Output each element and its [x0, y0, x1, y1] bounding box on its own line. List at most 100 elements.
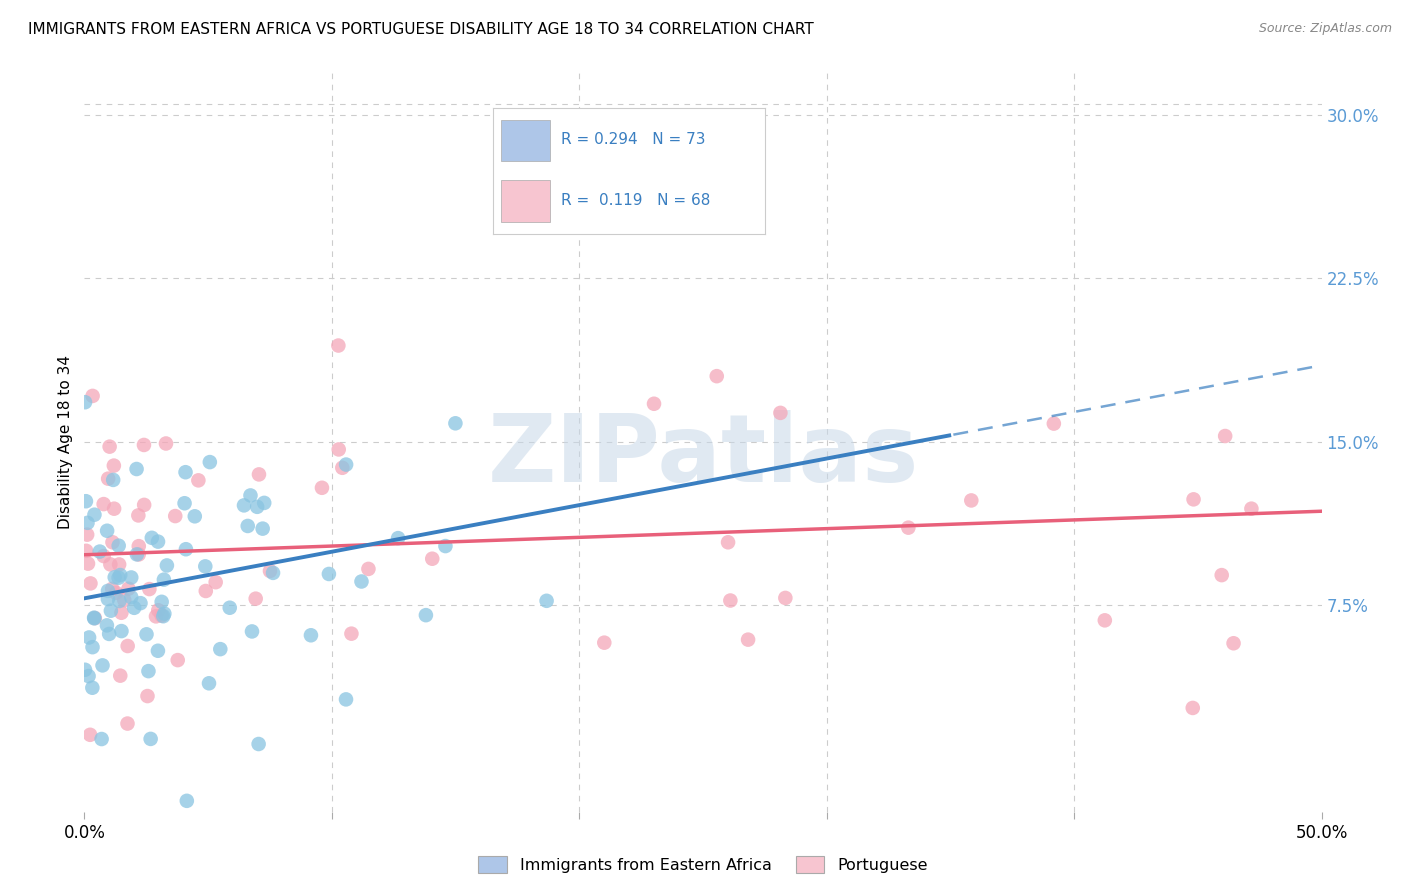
- Point: [97, 592, 120, 607]
- Point: [233, 499, 256, 513]
- Point: [75, 544, 97, 558]
- Point: [174, 465, 197, 479]
- Point: [132, 438, 155, 452]
- Point: [76, 527, 98, 541]
- Point: [1222, 636, 1244, 650]
- Point: [110, 568, 132, 582]
- Point: [129, 596, 152, 610]
- Point: [83, 610, 105, 624]
- Legend: Immigrants from Eastern Africa, Portuguese: Immigrants from Eastern Africa, Portugue…: [472, 849, 934, 880]
- Text: Source: ZipAtlas.com: Source: ZipAtlas.com: [1258, 22, 1392, 36]
- Point: [128, 548, 150, 562]
- Point: [415, 608, 437, 623]
- Point: [107, 571, 129, 585]
- Point: [706, 369, 728, 384]
- Point: [96, 618, 118, 632]
- Point: [444, 417, 467, 431]
- Point: [1094, 613, 1116, 627]
- Point: [93, 497, 115, 511]
- Point: [153, 607, 176, 621]
- Point: [897, 521, 920, 535]
- Point: [107, 539, 129, 553]
- Point: [156, 558, 179, 573]
- Point: [335, 692, 357, 706]
- Point: [146, 534, 169, 549]
- Point: [209, 642, 232, 657]
- Point: [335, 458, 357, 472]
- Point: [76, 516, 98, 530]
- Point: [98, 627, 121, 641]
- Point: [240, 624, 263, 639]
- Point: [125, 462, 148, 476]
- Point: [718, 593, 741, 607]
- Point: [141, 531, 163, 545]
- Point: [110, 668, 132, 682]
- Point: [194, 559, 217, 574]
- Point: [112, 593, 135, 607]
- Point: [150, 595, 173, 609]
- Point: [134, 498, 156, 512]
- Point: [101, 582, 124, 596]
- Point: [357, 562, 380, 576]
- Point: [82, 681, 104, 695]
- Point: [89, 544, 111, 558]
- Point: [194, 584, 217, 599]
- Point: [318, 566, 340, 581]
- Point: [103, 501, 125, 516]
- Point: [330, 460, 353, 475]
- Point: [77, 557, 100, 571]
- Point: [246, 500, 269, 514]
- Point: [83, 611, 105, 625]
- Text: IMMIGRANTS FROM EASTERN AFRICA VS PORTUGUESE DISABILITY AGE 18 TO 34 CORRELATION: IMMIGRANTS FROM EASTERN AFRICA VS PORTUG…: [28, 22, 814, 37]
- Point: [127, 508, 149, 523]
- Point: [198, 455, 221, 469]
- Point: [174, 542, 197, 557]
- Y-axis label: Disability Age 18 to 34: Disability Age 18 to 34: [58, 354, 73, 529]
- Point: [204, 575, 226, 590]
- Point: [93, 549, 115, 563]
- Point: [328, 338, 350, 352]
- Point: [77, 669, 100, 683]
- Point: [593, 635, 616, 649]
- Point: [311, 481, 333, 495]
- Point: [1240, 501, 1263, 516]
- Point: [769, 406, 792, 420]
- Point: [775, 591, 797, 605]
- Point: [103, 473, 125, 487]
- Point: [136, 689, 159, 703]
- Point: [79, 728, 101, 742]
- Point: [165, 509, 187, 524]
- Point: [82, 640, 104, 655]
- Point: [104, 570, 127, 584]
- Point: [98, 440, 121, 454]
- Point: [135, 627, 157, 641]
- Point: [108, 558, 131, 572]
- Point: [218, 600, 240, 615]
- Point: [239, 488, 262, 502]
- Point: [340, 626, 363, 640]
- Point: [100, 604, 122, 618]
- Point: [960, 493, 983, 508]
- Point: [117, 582, 139, 596]
- Point: [79, 576, 101, 591]
- Point: [83, 508, 105, 522]
- Point: [155, 436, 177, 450]
- Point: [259, 564, 281, 578]
- Point: [184, 509, 207, 524]
- Point: [236, 519, 259, 533]
- Point: [73, 663, 96, 677]
- Point: [139, 731, 162, 746]
- Point: [138, 664, 160, 678]
- Point: [120, 570, 142, 584]
- Point: [1181, 701, 1204, 715]
- Point: [247, 737, 270, 751]
- Point: [387, 531, 409, 545]
- Point: [173, 496, 195, 510]
- Point: [247, 467, 270, 482]
- Point: [717, 535, 740, 549]
- Point: [299, 628, 322, 642]
- Point: [166, 653, 188, 667]
- Point: [128, 539, 150, 553]
- Point: [120, 591, 142, 605]
- Point: [96, 524, 118, 538]
